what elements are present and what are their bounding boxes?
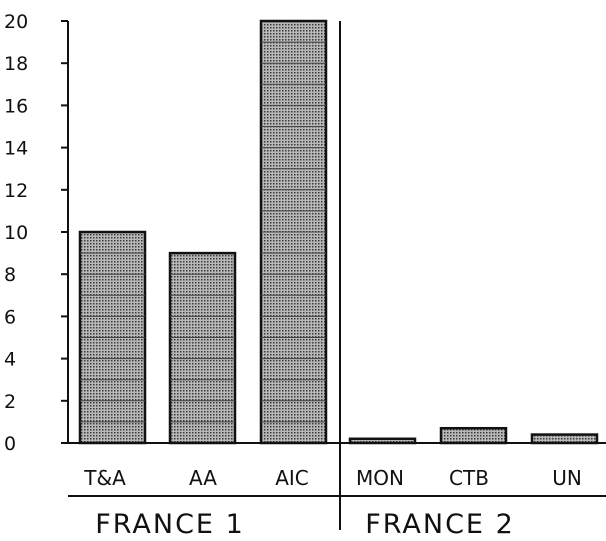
y-tick-label: 4 (4, 349, 16, 371)
category-label: CTB (449, 466, 489, 490)
y-axis: 0 2 4 6 8 10 12 14 16 18 20 (4, 11, 606, 455)
category-label: AIC (275, 466, 309, 490)
bars (78, 19, 599, 445)
bar-rect (530, 433, 599, 445)
group-labels: FRANCE 1 FRANCE 2 (68, 21, 606, 540)
bar-t-a (78, 230, 147, 445)
category-label: AA (189, 466, 217, 490)
y-tick-label: 12 (4, 180, 28, 202)
category-label: UN (552, 466, 582, 490)
y-tick-label: 2 (4, 391, 16, 413)
bar-un (530, 433, 599, 445)
y-tick-label: 20 (4, 11, 28, 33)
y-tick-label: 10 (4, 222, 28, 244)
bar-rect (348, 437, 417, 445)
y-tick-label: 18 (4, 53, 28, 75)
y-tick-label: 16 (4, 95, 28, 117)
bar-rect (439, 426, 508, 445)
bar-aa (168, 251, 237, 445)
group-label: FRANCE 1 (95, 509, 245, 540)
bar-rect (168, 251, 237, 445)
category-label: MON (356, 466, 404, 490)
group-label: FRANCE 2 (365, 509, 515, 540)
bar-mon (348, 437, 417, 445)
y-tick-label: 14 (4, 138, 28, 160)
category-label: T&A (83, 466, 126, 490)
y-tick-label: 6 (4, 306, 16, 328)
category-labels: T&A AA AIC MON CTB UN (83, 466, 582, 490)
bar-aic (259, 19, 328, 445)
y-tick-label: 8 (4, 264, 16, 286)
bar-ctb (439, 426, 508, 445)
y-tick-label: 0 (4, 433, 16, 455)
